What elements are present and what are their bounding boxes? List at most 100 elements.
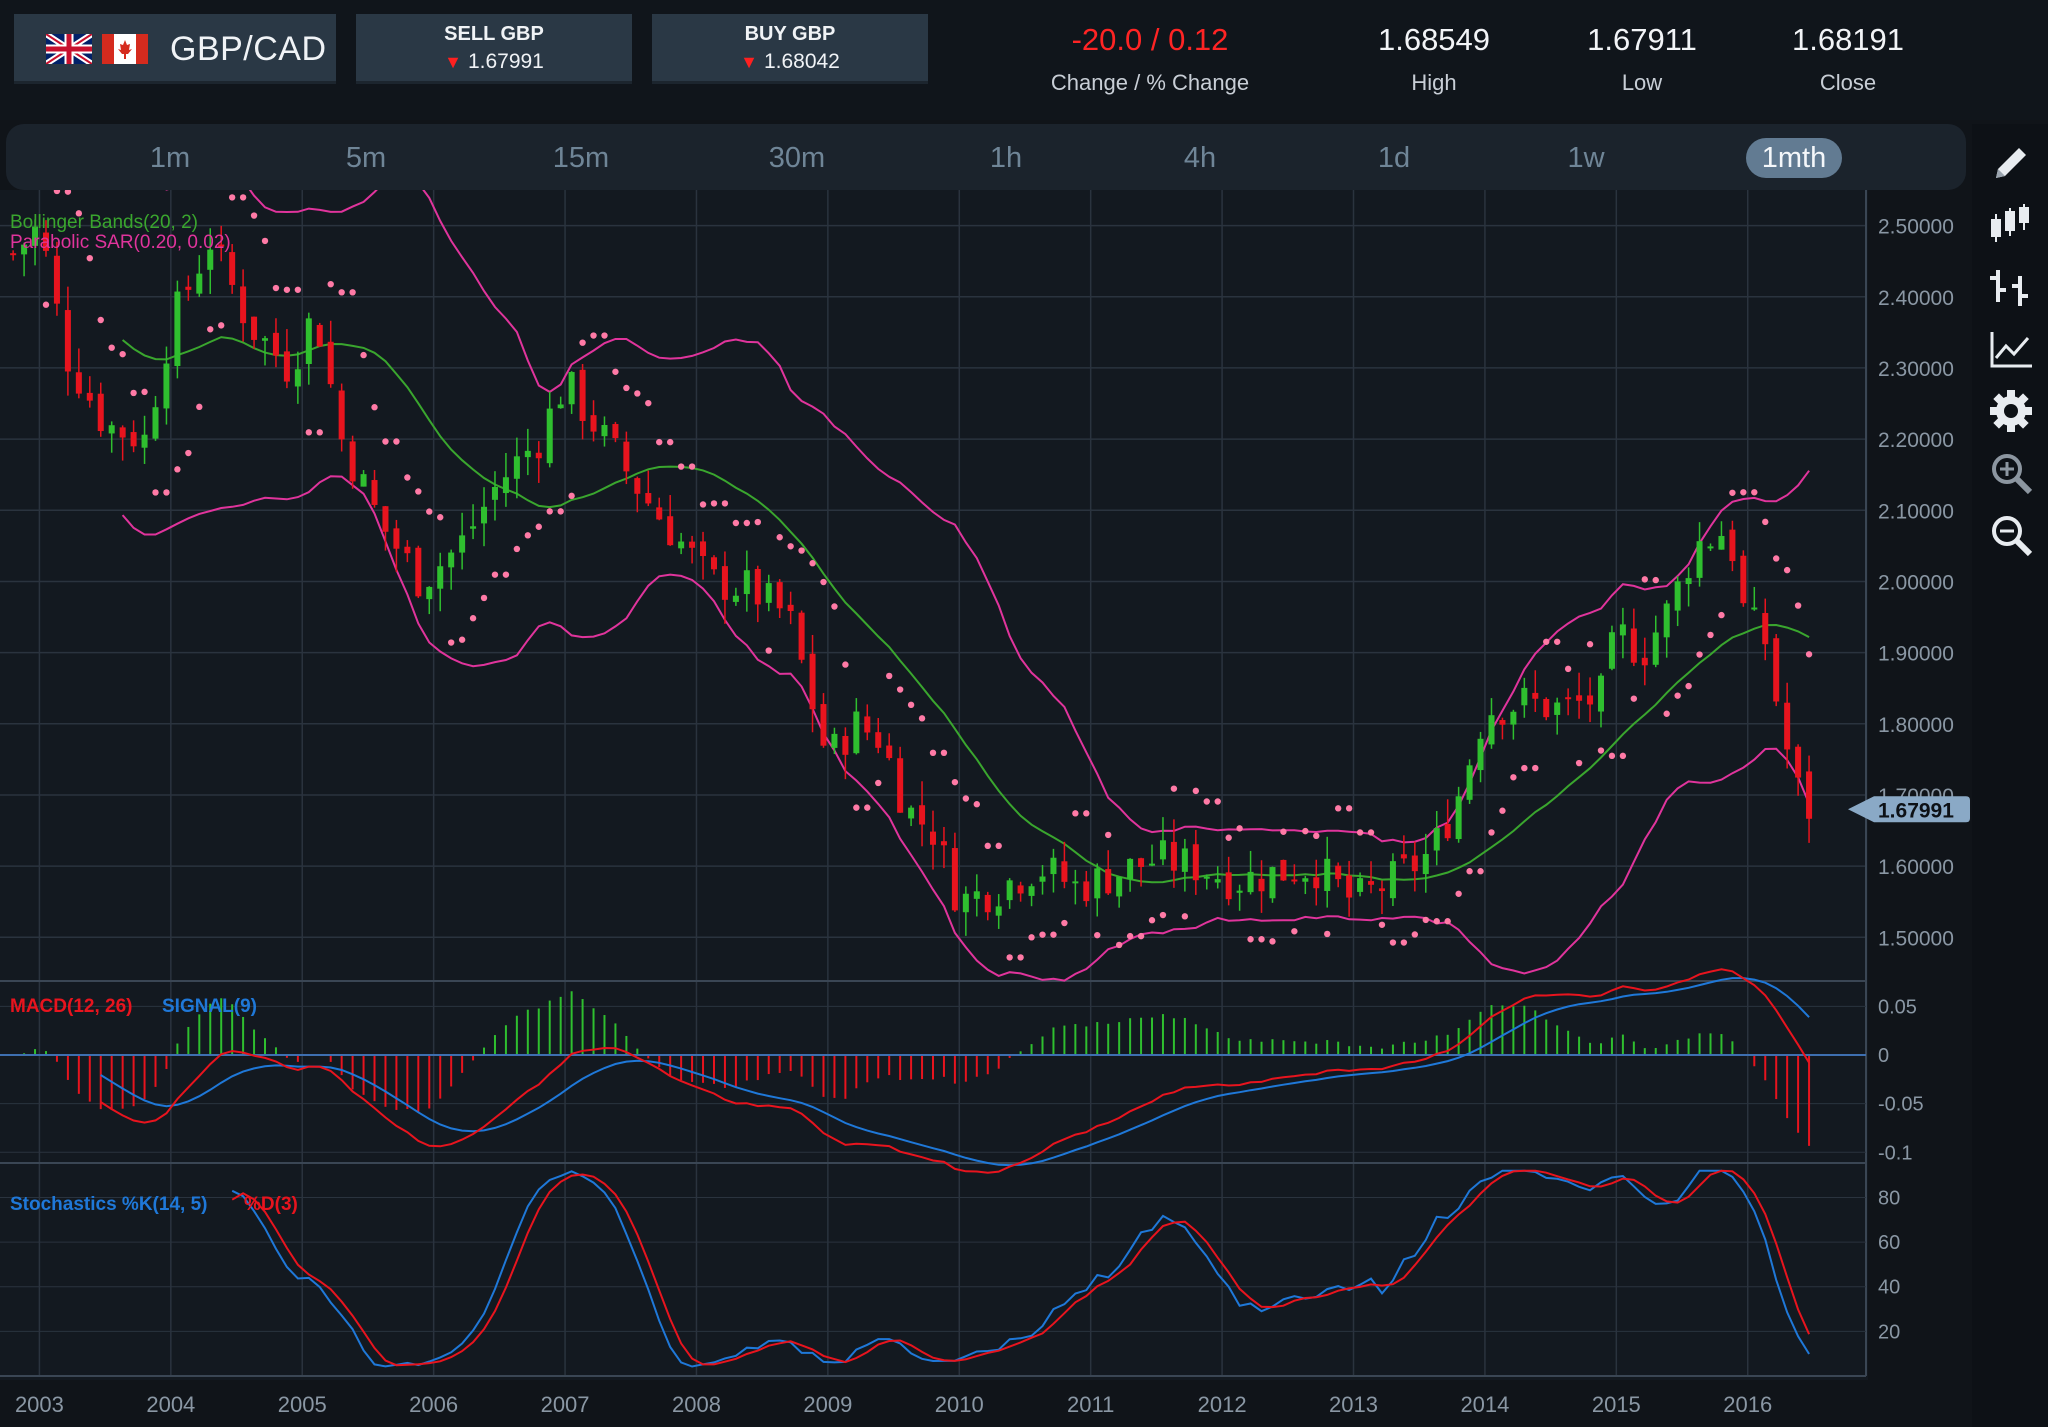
bollinger-upper-band bbox=[165, 190, 1810, 844]
macd-axis-label: 0.05 bbox=[1878, 996, 1917, 1018]
candle-body bbox=[1061, 861, 1068, 882]
line-chart-icon[interactable] bbox=[1986, 324, 2036, 374]
sar-dot bbox=[1137, 932, 1145, 940]
candle-body bbox=[207, 249, 214, 270]
sar-dot bbox=[502, 571, 510, 578]
candle-body bbox=[1214, 879, 1221, 883]
x-axis-label: 2014 bbox=[1460, 1392, 1509, 1417]
candle-body bbox=[108, 425, 115, 434]
candle-body bbox=[656, 507, 663, 520]
stoch-axis-label: 20 bbox=[1878, 1321, 1900, 1343]
gear-icon[interactable] bbox=[1986, 386, 2036, 436]
candle-body bbox=[502, 477, 509, 494]
low-label: Low bbox=[1621, 70, 1663, 95]
sar-dot bbox=[1619, 752, 1627, 760]
candle-body bbox=[1488, 715, 1495, 745]
sar-dot bbox=[710, 500, 718, 507]
timeframe-15m[interactable]: 15m bbox=[552, 142, 610, 174]
sell-price: 1.67991 bbox=[467, 50, 544, 73]
ohlc-bars-icon[interactable] bbox=[1986, 262, 2036, 312]
candle-body bbox=[1773, 638, 1780, 702]
timeframe-5m[interactable]: 5m bbox=[345, 142, 387, 174]
timeframe-1w[interactable]: 1w bbox=[1567, 142, 1605, 174]
buy-button[interactable]: BUY GBP ▼ 1.68042 bbox=[652, 14, 928, 84]
zoom-out-icon[interactable] bbox=[1986, 510, 2036, 560]
sar-dot bbox=[1433, 918, 1440, 925]
current-price-tag: 1.67991 bbox=[1848, 796, 1970, 823]
candle-body bbox=[371, 480, 378, 505]
timeframe-1mth[interactable]: 1mth bbox=[1746, 138, 1842, 178]
sar-dot bbox=[973, 801, 981, 808]
sar-dot bbox=[1258, 936, 1265, 943]
sar-dot bbox=[1630, 695, 1638, 702]
sar-dot bbox=[64, 190, 72, 195]
candle-body bbox=[919, 805, 926, 825]
sar-dot bbox=[918, 715, 926, 722]
sar-dot bbox=[688, 463, 696, 470]
down-arrow-icon: ▼ bbox=[740, 52, 758, 72]
pencil-icon[interactable] bbox=[1986, 138, 2036, 188]
sar-dot bbox=[1466, 868, 1473, 875]
sar-dot bbox=[393, 438, 400, 445]
sar-dot bbox=[1334, 805, 1342, 812]
sar-dot bbox=[623, 384, 630, 392]
x-axis-label: 2011 bbox=[1067, 1392, 1114, 1417]
chart-area[interactable]: 2003 2004 2005 2006 2007 2008 2009 2010 2011 2012… bbox=[0, 190, 1972, 1427]
currency-pair-selector[interactable]: GBP/CAD bbox=[14, 14, 336, 84]
sar-dot bbox=[447, 639, 455, 646]
x-axis-label: 2016 bbox=[1723, 1392, 1772, 1417]
sar-dot bbox=[1236, 825, 1243, 832]
candlestick-icon[interactable] bbox=[1986, 200, 2036, 250]
low-value: 1.67911 bbox=[1587, 22, 1697, 57]
zoom-in-icon[interactable] bbox=[1986, 448, 2036, 498]
buy-label: BUY GBP bbox=[744, 23, 836, 45]
timeframe-1d[interactable]: 1d bbox=[1377, 142, 1411, 174]
sar-dot bbox=[1805, 651, 1813, 658]
high-label: High bbox=[1411, 70, 1457, 95]
sar-dot bbox=[1762, 518, 1769, 526]
sar-dot bbox=[1751, 489, 1758, 496]
sar-dot bbox=[1597, 747, 1605, 754]
x-axis-label: 2015 bbox=[1592, 1392, 1641, 1417]
candle-body bbox=[1378, 888, 1385, 892]
candle-body bbox=[229, 252, 236, 285]
sar-dot bbox=[360, 351, 367, 359]
candle-body bbox=[32, 226, 39, 246]
candle-body bbox=[1291, 879, 1298, 882]
candle-body bbox=[700, 541, 707, 557]
sar-dot bbox=[951, 778, 959, 786]
timeframe-30m[interactable]: 30m bbox=[768, 142, 826, 174]
sar-dot bbox=[1345, 805, 1353, 812]
close-stat: 1.68191 Close bbox=[1748, 22, 1948, 96]
candle-body bbox=[1028, 886, 1035, 896]
sar-dot bbox=[316, 429, 323, 436]
sar-dot bbox=[1794, 602, 1802, 609]
signal-line bbox=[100, 977, 1810, 1167]
candle-body bbox=[1357, 878, 1364, 892]
candle-body bbox=[1116, 876, 1123, 897]
timeframe-4h[interactable]: 4h bbox=[1183, 142, 1217, 174]
price-axis-label: 1.60000 bbox=[1878, 856, 1954, 879]
timeframe-1m[interactable]: 1m bbox=[149, 142, 191, 174]
sar-dot bbox=[97, 316, 104, 324]
candle-body bbox=[459, 535, 466, 553]
sar-dot bbox=[842, 661, 849, 668]
candle-body bbox=[1400, 854, 1407, 859]
sar-dot bbox=[108, 344, 115, 351]
price-pane bbox=[10, 190, 1813, 982]
stoch-k-line bbox=[231, 1169, 1810, 1368]
candle-body bbox=[1729, 529, 1736, 562]
candle-body bbox=[294, 369, 301, 387]
sar-dot bbox=[1411, 931, 1419, 938]
sar-dot bbox=[1663, 710, 1670, 717]
chart-grid bbox=[0, 190, 1867, 1377]
timeframe-1h[interactable]: 1h bbox=[989, 142, 1023, 174]
candle-body bbox=[820, 704, 827, 746]
sar-dot bbox=[207, 326, 214, 333]
sell-button[interactable]: SELL GBP ▼ 1.67991 bbox=[356, 14, 632, 84]
sar-dot bbox=[1203, 798, 1210, 805]
candle-body bbox=[491, 486, 498, 500]
stoch-d-legend: %D(3) bbox=[244, 1194, 298, 1215]
candle-body bbox=[1806, 771, 1813, 819]
candle-body bbox=[1707, 546, 1714, 549]
